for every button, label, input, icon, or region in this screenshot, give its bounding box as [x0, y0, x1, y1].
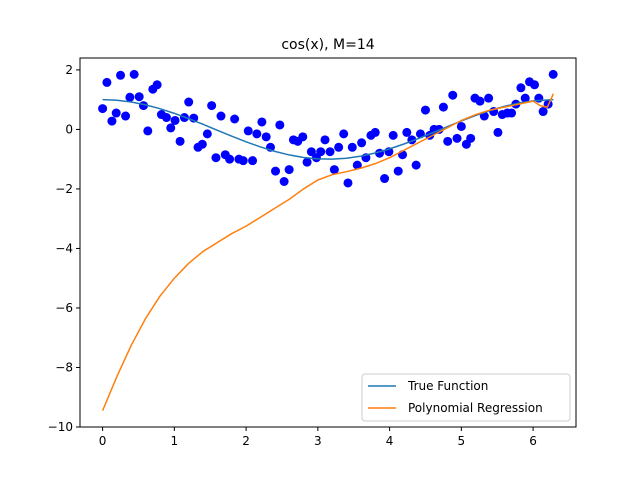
- scatter-point: [538, 107, 548, 117]
- legend-label-polynomial-regression: Polynomial Regression: [408, 401, 543, 415]
- scatter-point: [216, 111, 226, 121]
- scatter-point: [466, 133, 476, 143]
- scatter-point: [420, 105, 430, 115]
- scatter-point: [98, 104, 108, 114]
- scatter-point: [257, 117, 267, 127]
- scatter-point: [452, 133, 462, 143]
- scatter-point: [170, 115, 180, 125]
- x-tick-label: 2: [242, 434, 250, 448]
- legend: True Function Polynomial Regression: [361, 373, 571, 422]
- scatter-point: [271, 166, 281, 176]
- scatter-point: [484, 93, 494, 103]
- x-tick-label: 0: [99, 434, 107, 448]
- y-tick-label: −10: [48, 420, 73, 434]
- scatter-point: [370, 127, 380, 137]
- x-tick-label: 5: [458, 434, 466, 448]
- scatter-point: [402, 127, 412, 137]
- scatter-point: [520, 93, 530, 103]
- scatter-point: [316, 147, 326, 157]
- chart-title: cos(x), M=14: [281, 37, 374, 53]
- scatter-point: [302, 157, 312, 167]
- scatter-point: [347, 142, 357, 152]
- scatter-point: [261, 132, 271, 142]
- scatter-point: [175, 136, 185, 146]
- scatter-point: [121, 111, 131, 121]
- scatter-point: [248, 156, 258, 166]
- scatter-point: [475, 96, 485, 106]
- scatter-point: [352, 160, 362, 170]
- scatter-point: [134, 92, 144, 102]
- scatter-point: [334, 142, 344, 152]
- scatter-point: [393, 166, 403, 176]
- scatter-point: [279, 177, 289, 186]
- x-tick-label: 1: [171, 434, 179, 448]
- scatter-point: [202, 129, 212, 139]
- scatter-point: [284, 165, 294, 175]
- y-tick-label: −4: [55, 241, 73, 255]
- plot-area: [98, 69, 558, 411]
- scatter-point: [411, 160, 421, 170]
- x-tick-label: 4: [386, 434, 394, 448]
- true-function-line: [102, 98, 554, 160]
- y-tick-label: −6: [55, 301, 73, 315]
- scatter-point: [320, 135, 330, 145]
- scatter-point: [438, 102, 448, 112]
- scatter-point: [125, 92, 135, 102]
- scatter-point: [507, 108, 517, 118]
- polynomial-regression-line: [101, 93, 555, 411]
- scatter-point: [448, 90, 458, 100]
- scatter-point: [111, 108, 121, 118]
- scatter-point: [380, 174, 390, 184]
- legend-box: [361, 373, 571, 422]
- scatter-point: [243, 126, 253, 136]
- scatter-point: [152, 80, 162, 90]
- scatter-point: [225, 154, 235, 164]
- y-tick-label: −2: [55, 182, 73, 196]
- scatter-point: [184, 97, 194, 107]
- scatter-point: [116, 70, 126, 80]
- scatter-point: [530, 80, 540, 90]
- y-tick-label: 2: [65, 63, 73, 77]
- scatter-point: [516, 83, 526, 93]
- y-tick-label: 0: [65, 122, 73, 136]
- scatter-point: [443, 136, 453, 146]
- scatter-point: [456, 121, 466, 131]
- scatter-point: [357, 138, 367, 148]
- scatter-point: [211, 153, 221, 163]
- scatter-point: [129, 69, 139, 79]
- scatter-point: [207, 101, 217, 111]
- scatter-point: [197, 139, 207, 149]
- axes-frame: [79, 57, 577, 428]
- axis-ticks: 0 1 2 3 4 5 6 2 0 −2 −4 −6 −8 −10: [48, 63, 537, 448]
- y-tick-label: −8: [55, 360, 73, 374]
- scatter-point: [493, 127, 503, 137]
- scatter-point: [388, 130, 398, 140]
- scatter-point: [343, 178, 353, 188]
- scatter-point: [166, 123, 176, 133]
- scatter-point: [306, 147, 316, 157]
- scatter-point: [339, 129, 349, 139]
- scatter-point: [107, 116, 117, 126]
- legend-label-true-function: True Function: [407, 379, 488, 393]
- x-tick-label: 3: [314, 434, 322, 448]
- scatter-point: [298, 132, 308, 142]
- scatter-point: [548, 69, 558, 79]
- scatter-point: [230, 114, 240, 124]
- scatter-point: [143, 126, 153, 136]
- scatter-point: [238, 156, 248, 166]
- scatter-point: [329, 165, 339, 175]
- scatter-point: [275, 120, 285, 130]
- scatter-point: [325, 147, 335, 157]
- x-tick-label: 6: [529, 434, 537, 448]
- scatter-point: [252, 129, 262, 139]
- scatter-point: [102, 77, 112, 87]
- scatter-point: [161, 113, 171, 123]
